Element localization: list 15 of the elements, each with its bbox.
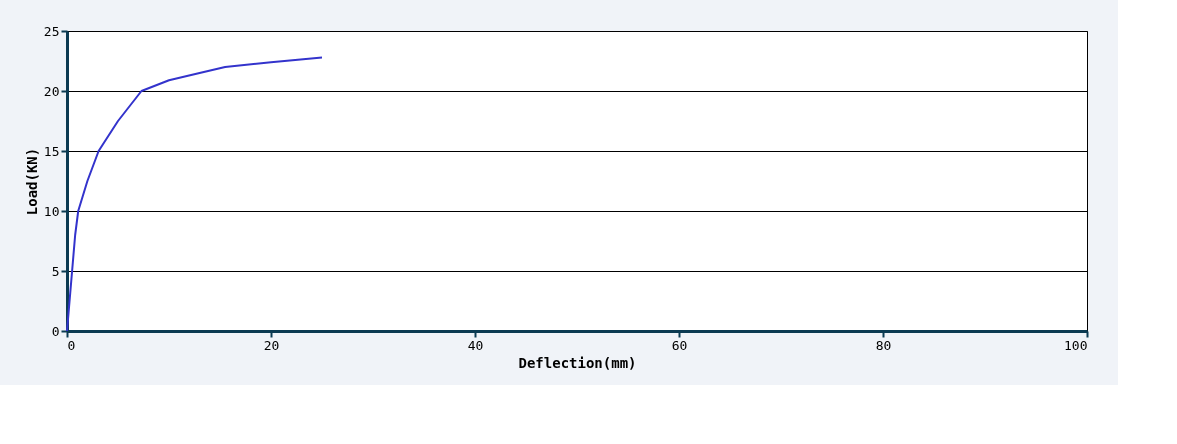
x-tick-label: 100 [1064, 337, 1088, 353]
x-tick-label: 0 [67, 337, 76, 353]
x-tick-label: 40 [467, 337, 484, 353]
x-tick-label: 60 [671, 337, 688, 353]
y-tick-label: 0 [51, 323, 60, 339]
y-tick-label: 15 [43, 143, 60, 159]
y-tick-label: 10 [43, 203, 60, 219]
y-tick-label: 20 [43, 83, 60, 99]
x-axis-title: Deflection(mm) [518, 354, 637, 371]
y-tick-label: 5 [51, 263, 60, 279]
line-series [66, 56, 323, 332]
x-tick-label: 20 [263, 337, 280, 353]
y-axis-title: Load(KN) [23, 147, 40, 216]
y-tick-label: 25 [43, 23, 60, 39]
x-tick-label: 80 [875, 337, 892, 353]
